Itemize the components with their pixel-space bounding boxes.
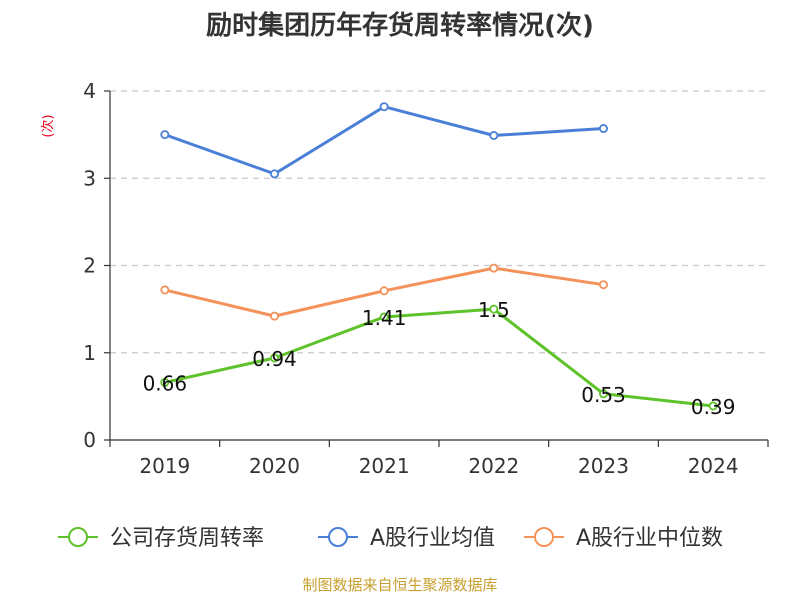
legend: 公司存货周转率 A股行业均值 A股行业中位数 bbox=[58, 526, 723, 551]
data-point bbox=[269, 169, 279, 179]
data-point bbox=[489, 263, 499, 273]
x-tick-label: 2021 bbox=[359, 454, 410, 478]
data-point bbox=[269, 311, 279, 321]
x-tick-label: 2023 bbox=[578, 454, 629, 478]
x-tick-label: 2022 bbox=[468, 454, 519, 478]
data-label: 0.53 bbox=[581, 383, 626, 407]
data-point bbox=[489, 304, 499, 314]
legend-label: A股行业中位数 bbox=[576, 526, 723, 551]
data-point bbox=[160, 285, 170, 295]
series-layer bbox=[160, 102, 718, 411]
y-tick-label: 1 bbox=[83, 341, 96, 365]
legend-marker bbox=[534, 527, 554, 547]
source-note: 制图数据来自恒生聚源数据库 bbox=[302, 576, 497, 594]
x-tick-label: 2020 bbox=[249, 454, 300, 478]
data-point bbox=[379, 286, 389, 296]
legend-label: A股行业均值 bbox=[370, 526, 495, 551]
data-point bbox=[269, 353, 279, 363]
data-point bbox=[160, 130, 170, 140]
data-point bbox=[708, 401, 718, 411]
data-point bbox=[379, 102, 389, 112]
legend-marker bbox=[68, 527, 88, 547]
axes: 0 1 2 3 4 2019 2020 2021 2022 2023 2024 bbox=[83, 79, 769, 478]
series-line bbox=[164, 105, 604, 176]
y-tick-label: 3 bbox=[83, 166, 96, 190]
data-point bbox=[599, 280, 609, 290]
data-point bbox=[160, 377, 170, 387]
data-point bbox=[599, 389, 609, 399]
data-point bbox=[379, 312, 389, 322]
series-line bbox=[164, 307, 714, 408]
data-label: 0.39 bbox=[691, 395, 736, 419]
data-labels: 0.66 0.94 1.41 1.5 0.53 0.39 bbox=[143, 298, 736, 419]
x-tick-label: 2019 bbox=[139, 454, 190, 478]
data-point bbox=[489, 130, 499, 140]
x-tick-label: 2024 bbox=[688, 454, 739, 478]
chart-title: 励时集团历年存货周转率情况(次) bbox=[206, 10, 594, 41]
data-label: 0.94 bbox=[252, 347, 297, 371]
data-label: 1.41 bbox=[362, 306, 407, 330]
y-tick-label: 0 bbox=[83, 428, 96, 452]
legend-label: 公司存货周转率 bbox=[110, 526, 264, 551]
data-label: 1.5 bbox=[478, 298, 510, 322]
y-tick-label: 4 bbox=[83, 79, 96, 103]
data-point bbox=[599, 124, 609, 134]
data-label: 0.66 bbox=[143, 371, 188, 395]
legend-marker bbox=[328, 527, 348, 547]
y-axis-label: (次) bbox=[40, 114, 56, 137]
y-tick-label: 2 bbox=[83, 254, 96, 278]
